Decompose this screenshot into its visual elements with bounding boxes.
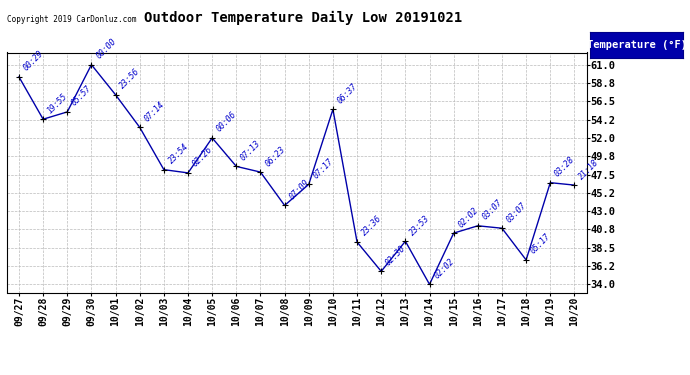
Text: 23:56: 23:56 (119, 67, 142, 91)
Text: 00:06: 00:06 (215, 110, 239, 134)
Text: Copyright 2019 CarDonluz.com: Copyright 2019 CarDonluz.com (7, 15, 137, 24)
Text: 02:26: 02:26 (191, 145, 215, 169)
Text: 19:55: 19:55 (46, 92, 70, 115)
Text: 03:28: 03:28 (553, 155, 577, 178)
Text: 00:29: 00:29 (22, 49, 46, 73)
Text: 02:30: 02:30 (384, 244, 408, 267)
Text: Outdoor Temperature Daily Low 20191021: Outdoor Temperature Daily Low 20191021 (144, 11, 463, 26)
Text: 07:09: 07:09 (288, 178, 311, 201)
Text: 07:14: 07:14 (143, 100, 166, 123)
Text: 03:07: 03:07 (481, 198, 504, 222)
Text: 05:17: 05:17 (529, 232, 553, 256)
Text: 03:07: 03:07 (505, 201, 529, 224)
Text: 07:17: 07:17 (312, 156, 335, 180)
Text: 05:57: 05:57 (70, 84, 94, 108)
Text: 00:00: 00:00 (95, 37, 118, 60)
Text: 02:02: 02:02 (457, 206, 480, 229)
Text: 21:18: 21:18 (578, 158, 601, 181)
Text: 06:37: 06:37 (336, 82, 359, 105)
Text: 06:23: 06:23 (264, 144, 287, 168)
Text: 23:36: 23:36 (360, 214, 384, 238)
Text: 23:53: 23:53 (408, 213, 432, 237)
Text: Temperature (°F): Temperature (°F) (586, 40, 687, 50)
Text: 07:13: 07:13 (239, 139, 263, 162)
Text: 23:54: 23:54 (167, 142, 190, 165)
Text: 02:02: 02:02 (433, 256, 456, 280)
